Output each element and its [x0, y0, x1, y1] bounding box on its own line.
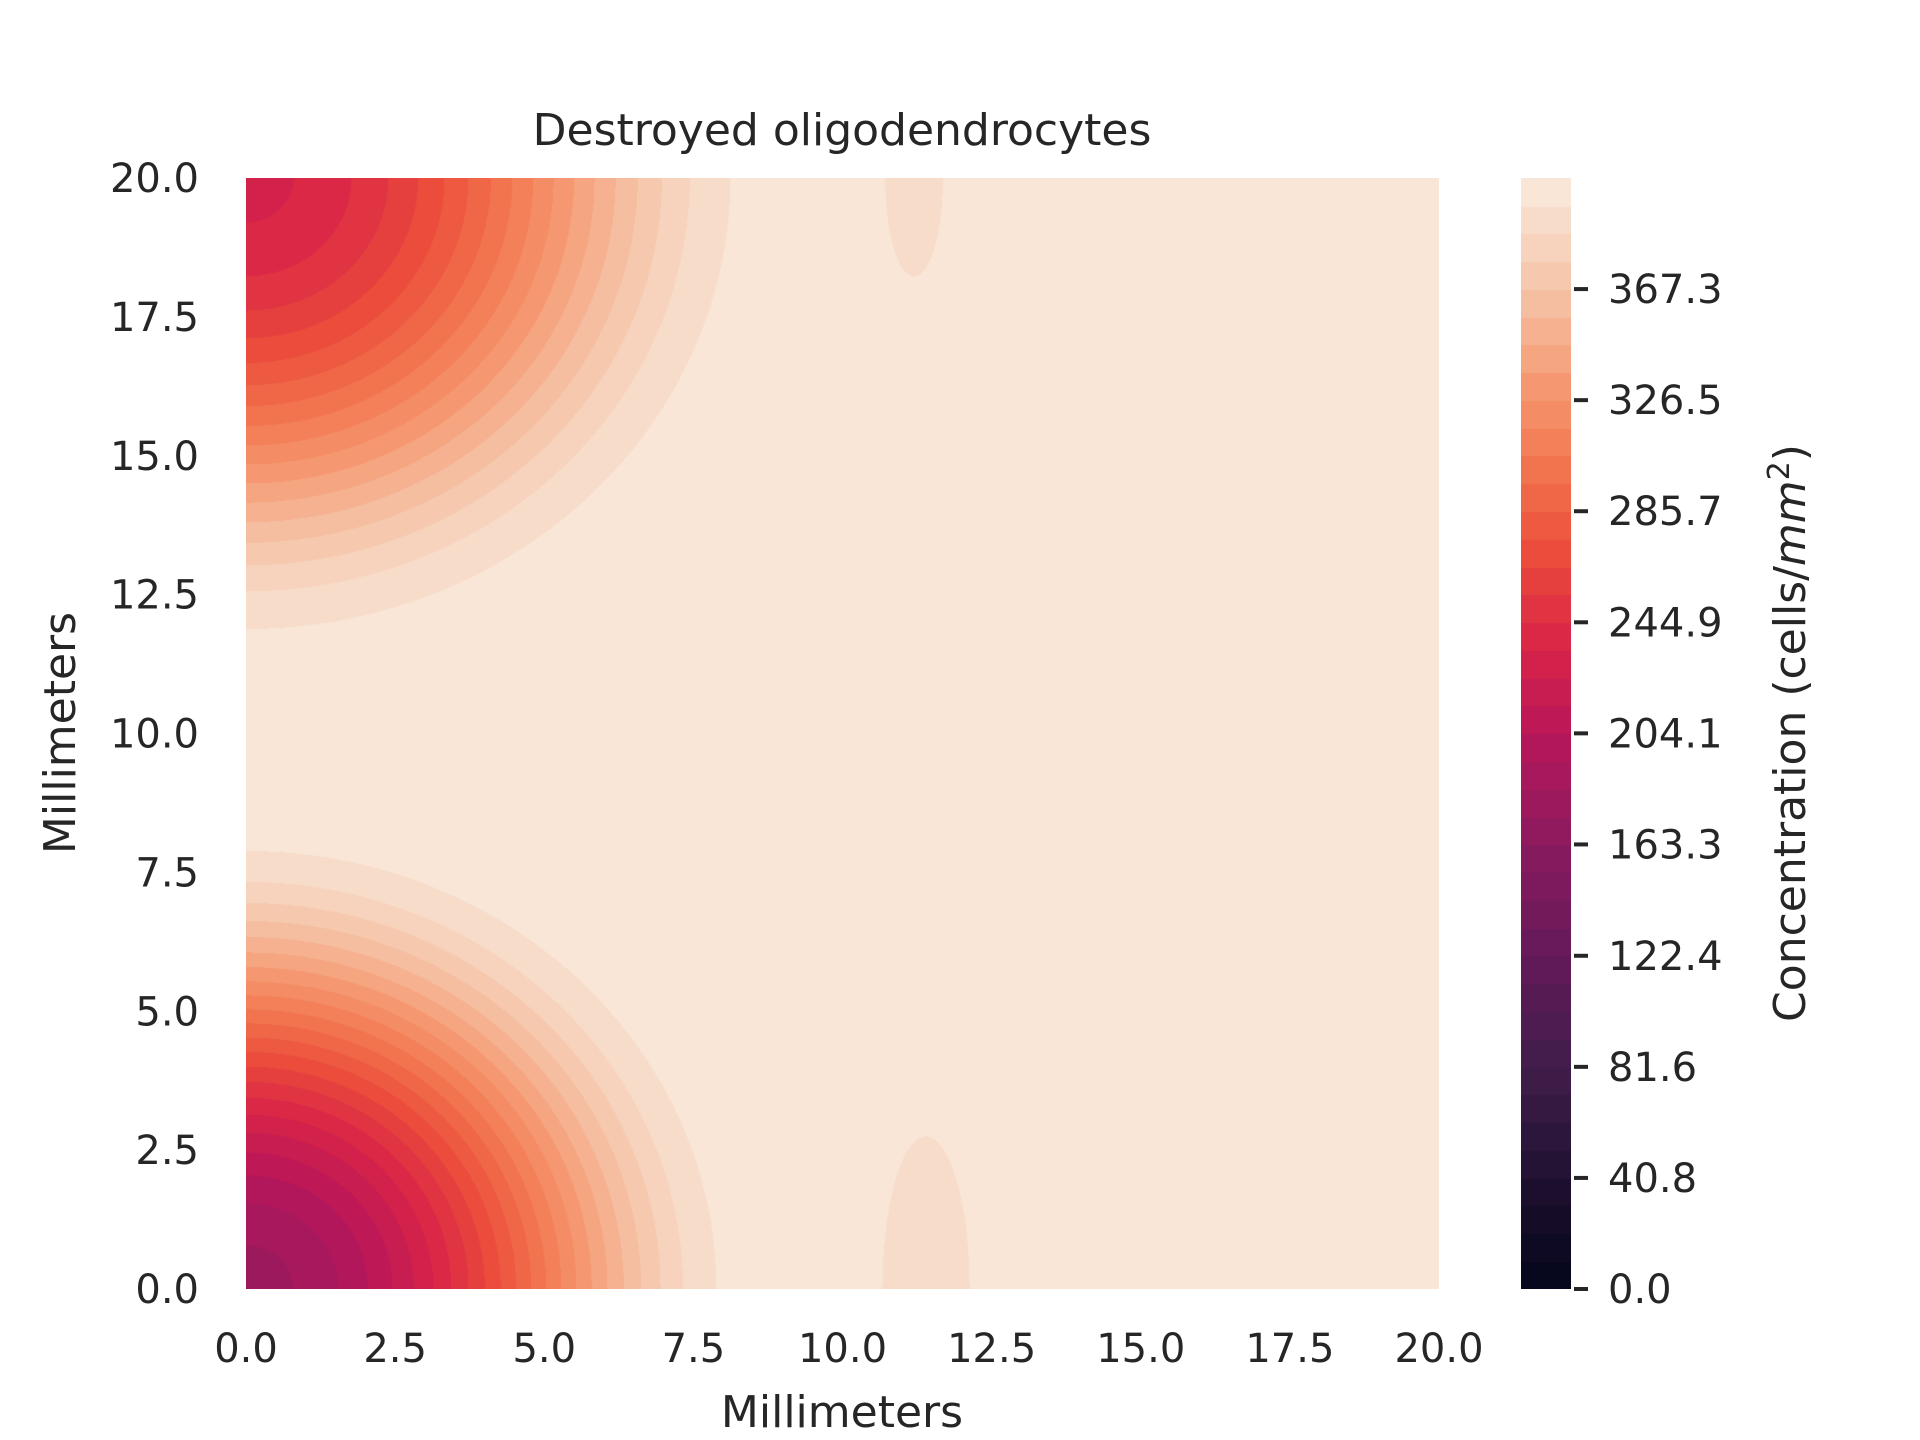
x-tick-label: 10.0	[798, 1326, 887, 1372]
colorbar-tick-label: 367.3	[1608, 267, 1723, 313]
x-tick-label: 12.5	[947, 1326, 1036, 1372]
colorbar-tick-label: 122.4	[1608, 934, 1723, 980]
colorbar-tick-label: 81.6	[1608, 1045, 1697, 1091]
y-tick-label: 5.0	[135, 989, 199, 1035]
x-tick-label: 0.0	[214, 1326, 278, 1372]
y-tick-label: 17.5	[110, 295, 199, 341]
colorbar-tick-label: 163.3	[1608, 822, 1723, 868]
y-tick-label: 7.5	[135, 850, 199, 896]
y-tick-label: 12.5	[110, 573, 199, 619]
y-tick-label: 15.0	[110, 434, 199, 480]
x-tick-label: 15.0	[1096, 1326, 1185, 1372]
y-axis-ticks: 0.0 2.5 5.0 7.5 10.0 12.5 15.0 17.5 20.0	[110, 156, 199, 1313]
colorbar-tick-label: 244.9	[1608, 600, 1723, 646]
x-tick-label: 2.5	[363, 1326, 427, 1372]
colorbar-tick-label: 204.1	[1608, 711, 1723, 757]
x-tick-label: 17.5	[1245, 1326, 1334, 1372]
x-axis-ticks: 0.0 2.5 5.0 7.5 10.0 12.5 15.0 17.5 20.0	[214, 1326, 1483, 1372]
colorbar-tick-label: 326.5	[1608, 378, 1723, 424]
y-tick-label: 10.0	[110, 712, 199, 758]
x-axis-label: Millimeters	[721, 1387, 963, 1438]
x-tick-label: 7.5	[662, 1326, 726, 1372]
colorbar-tick-label: 285.7	[1608, 489, 1723, 535]
y-tick-label: 0.0	[135, 1267, 199, 1313]
colorbar-tick-label: 40.8	[1608, 1156, 1697, 1202]
y-axis-label: Millimeters	[35, 612, 86, 854]
colorbar-gradient	[1521, 178, 1571, 1289]
contour-plot-area	[246, 178, 1439, 1289]
y-tick-label: 20.0	[110, 156, 199, 202]
x-tick-label: 5.0	[512, 1326, 576, 1372]
colorbar-label: Concentration (cells/mm2)	[1762, 444, 1816, 1022]
colorbar-tick-label: 0.0	[1608, 1267, 1672, 1313]
x-tick-label: 20.0	[1394, 1326, 1483, 1372]
chart-title: Destroyed oligodendrocytes	[533, 105, 1152, 156]
colorbar-ticks: 0.0 40.8 81.6 122.4 163.3 204.1 244.9 285.7 326.…	[1574, 267, 1723, 1313]
y-tick-label: 2.5	[135, 1128, 199, 1174]
